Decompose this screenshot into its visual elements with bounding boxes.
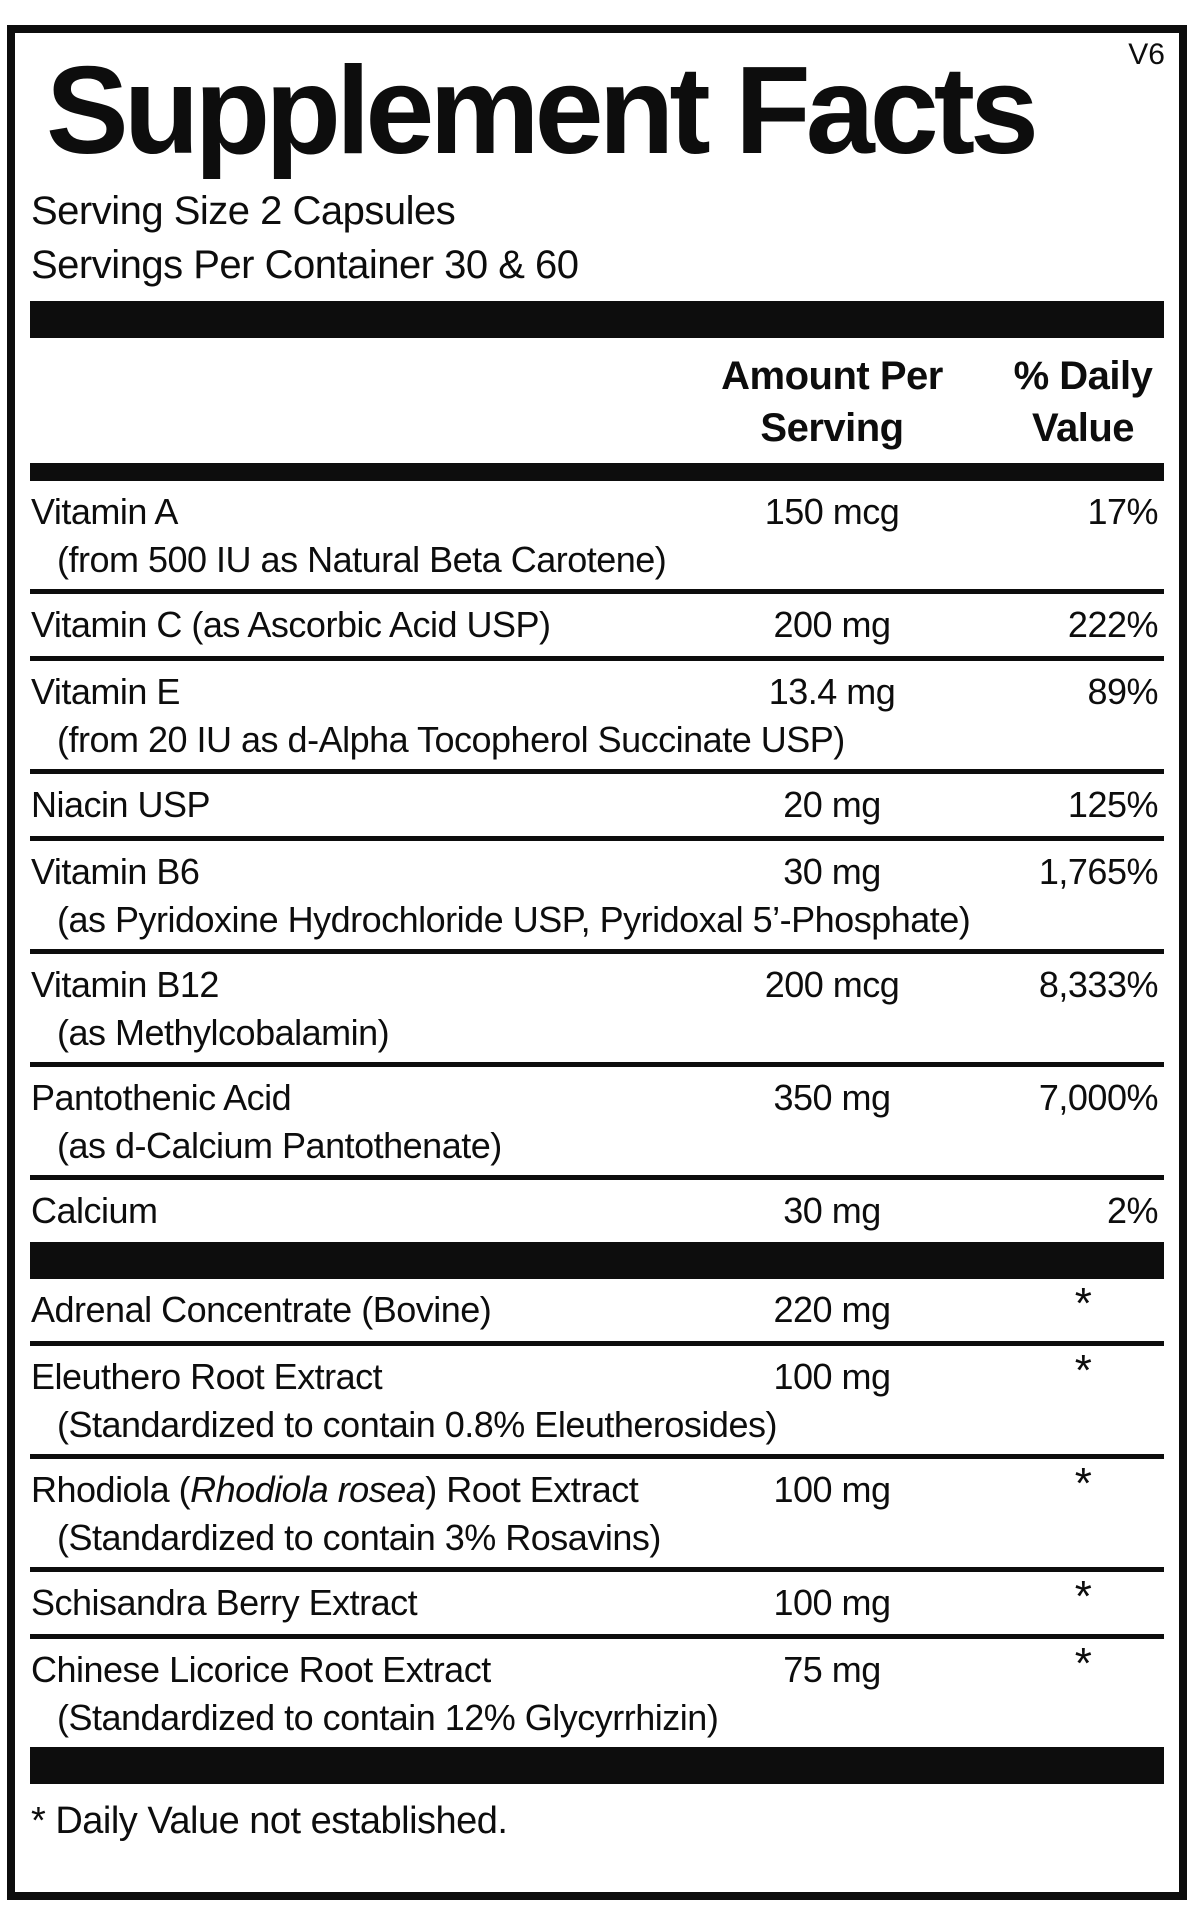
daily-value-percent: 17% (1087, 491, 1158, 532)
table-row: Vitamin B12 200 mcg 8,333% (as Methylcobala… (30, 949, 1164, 1062)
version-tag: V6 (1128, 38, 1165, 71)
section-divider-bar (30, 1242, 1164, 1279)
daily-value-percent: * (1074, 1459, 1092, 1508)
amount-per-serving-value: 75 mg (783, 1649, 881, 1690)
amount-per-serving-value: 13.4 mg (768, 671, 896, 712)
ingredient-detail: (Standardized to contain 3% Rosavins) (57, 1517, 661, 1558)
daily-value-footnote: * Daily Value not established. (31, 1800, 508, 1842)
panel-title: Supplement Facts (46, 42, 1039, 180)
botanicals-section: Adrenal Concentrate (Bovine) 220 mg * Eleut… (30, 1279, 1164, 1747)
daily-value-percent: * (1074, 1572, 1092, 1621)
ingredient-detail: (as d-Calcium Pantothenate) (57, 1125, 502, 1166)
daily-value-percent: * (1074, 1279, 1092, 1328)
daily-value-percent: 125% (1067, 784, 1159, 825)
ingredient-detail: (Standardized to contain 12% Glycyrrhizi… (57, 1697, 719, 1738)
header-divider-bar (30, 463, 1164, 481)
amount-per-serving-value: 30 mg (783, 851, 881, 892)
ingredient-name: Pantothenic Acid (31, 1077, 292, 1118)
amount-header-line1: Amount Per (721, 354, 943, 398)
table-row: Chinese Licorice Root Extract 75 mg * (Stan… (30, 1634, 1164, 1747)
ingredient-detail: (from 20 IU as d-Alpha Tocopherol Succin… (57, 719, 845, 760)
section-divider-bar (30, 301, 1164, 338)
amount-per-serving-value: 100 mg (773, 1356, 891, 1397)
column-header-daily-value: % Daily Value (1002, 350, 1164, 454)
ingredient-name: Chinese Licorice Root Extract (31, 1649, 491, 1690)
daily-value-percent: 8,333% (1038, 964, 1159, 1005)
daily-value-percent: * (1074, 1346, 1092, 1395)
serving-size: Serving Size 2 Capsules (31, 189, 456, 233)
daily-value-percent: 7,000% (1038, 1077, 1159, 1118)
ingredient-name: Vitamin C (as Ascorbic Acid USP) (31, 604, 551, 645)
ingredient-name: Vitamin B12 (31, 964, 219, 1005)
daily-value-percent: 1,765% (1038, 851, 1159, 892)
ingredient-detail: (from 500 IU as Natural Beta Carotene) (57, 539, 667, 580)
amount-per-serving-value: 200 mcg (764, 964, 900, 1005)
amount-header-line2: Serving (760, 406, 904, 450)
ingredient-name: Adrenal Concentrate (Bovine) (31, 1289, 492, 1330)
amount-per-serving-value: 200 mg (773, 604, 891, 645)
table-row: Vitamin E 13.4 mg 89% (from 20 IU as d-Alph… (30, 656, 1164, 769)
daily-value-percent: 89% (1087, 671, 1158, 712)
ingredient-name: Vitamin E (31, 671, 180, 712)
ingredient-detail: (as Methylcobalamin) (57, 1012, 390, 1053)
daily-value-percent: * (1074, 1639, 1092, 1688)
table-row: Niacin USP 20 mg 125% (30, 769, 1164, 836)
dv-header-line1: % Daily (1013, 354, 1153, 398)
ingredient-name: Eleuthero Root Extract (31, 1356, 383, 1397)
ingredient-name: Vitamin A (31, 491, 178, 532)
vitamins-section: Vitamin A 150 mcg 17% (from 500 IU as Natur… (30, 481, 1164, 1242)
amount-per-serving-value: 100 mg (773, 1582, 891, 1623)
column-header-amount: Amount Per Serving (712, 350, 952, 454)
table-row: Vitamin A 150 mcg 17% (from 500 IU as Natur… (30, 481, 1164, 589)
ingredient-name: Niacin USP (31, 784, 211, 825)
table-row: Pantothenic Acid 350 mg 7,000% (as d-Calciu… (30, 1062, 1164, 1175)
section-divider-bar (30, 1747, 1164, 1784)
table-row: Calcium 30 mg 2% (30, 1175, 1164, 1242)
amount-per-serving-value: 100 mg (773, 1469, 891, 1510)
amount-per-serving-value: 20 mg (783, 784, 881, 825)
amount-per-serving-value: 150 mcg (764, 491, 900, 532)
amount-per-serving-value: 30 mg (783, 1190, 881, 1231)
amount-per-serving-value: 220 mg (773, 1289, 891, 1330)
column-headers: Amount Per Serving % Daily Value (30, 338, 1164, 463)
amount-per-serving-value: 350 mg (773, 1077, 891, 1118)
dv-header-line2: Value (1031, 406, 1135, 450)
table-row: Schisandra Berry Extract 100 mg * (30, 1567, 1164, 1634)
ingredient-name: Rhodiola (Rhodiola rosea) Root Extract (31, 1469, 639, 1510)
daily-value-percent: 2% (1106, 1190, 1159, 1231)
supplement-facts-panel: V6 Supplement Facts Serving Size 2 Capsu… (7, 25, 1187, 1900)
ingredient-detail: (Standardized to contain 0.8% Eleutheros… (57, 1404, 777, 1445)
ingredient-name: Schisandra Berry Extract (31, 1582, 418, 1623)
ingredient-detail: (as Pyridoxine Hydrochloride USP, Pyrido… (57, 899, 971, 940)
servings-per-container: Servings Per Container 30 & 60 (31, 243, 579, 287)
table-row: Vitamin B6 30 mg 1,765% (as Pyridoxine Hydr… (30, 836, 1164, 949)
daily-value-percent: 222% (1067, 604, 1159, 645)
ingredient-name: Vitamin B6 (31, 851, 200, 892)
ingredient-name: Calcium (31, 1190, 158, 1231)
table-row: Adrenal Concentrate (Bovine) 220 mg * (30, 1279, 1164, 1341)
table-row: Vitamin C (as Ascorbic Acid USP) 200 mg 22… (30, 589, 1164, 656)
table-row: Eleuthero Root Extract 100 mg * (Standardiz… (30, 1341, 1164, 1454)
table-row: Rhodiola (Rhodiola rosea) Root Extract 10… (30, 1454, 1164, 1567)
